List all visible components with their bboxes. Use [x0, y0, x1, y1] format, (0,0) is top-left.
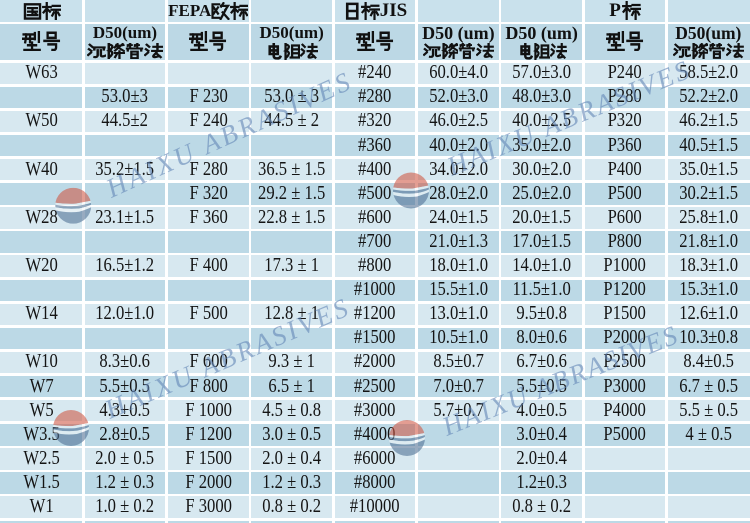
svg-text:HAIXU ABRASIVES: HAIXU ABRASIVES: [101, 65, 357, 204]
svg-text:HAIXU ABRASIVES: HAIXU ABRASIVES: [100, 292, 355, 425]
svg-text:HAIXU ABRASIVES: HAIXU ABRASIVES: [442, 54, 696, 182]
svg-text:HAIXU ABRASIVES: HAIXU ABRASIVES: [437, 319, 683, 442]
